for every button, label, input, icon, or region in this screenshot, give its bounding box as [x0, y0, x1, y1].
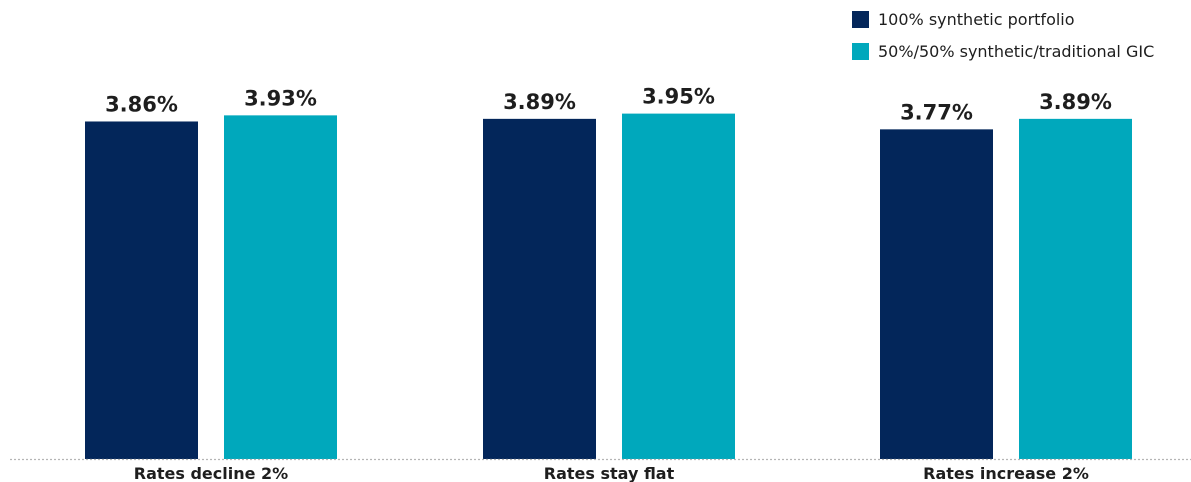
value-label-rates-increase-2-series-1: 3.77%	[900, 100, 973, 124]
legend-swatch-series-2	[852, 43, 869, 60]
category-labels: Rates decline 2% Rates stay flat Rates inc…	[134, 464, 1089, 482]
legend-label-series-1: 100% synthetic portfolio	[878, 10, 1075, 29]
legend-swatch-series-1	[852, 11, 869, 28]
bar-rates-increase-2-series-2	[1019, 118, 1132, 459]
legend-label-series-2: 50%/50% synthetic/traditional GIC	[878, 42, 1154, 61]
category-label-rates-decline-2: Rates decline 2%	[134, 464, 288, 482]
bar-rates-decline-2-series-1	[85, 121, 198, 460]
value-label-rates-stay-flat-series-1: 3.89%	[503, 90, 576, 114]
value-label-rates-stay-flat-series-2: 3.95%	[642, 85, 715, 109]
value-label-rates-decline-2-series-2: 3.93%	[244, 86, 317, 110]
bar-rates-stay-flat-series-2	[622, 113, 735, 459]
legend: 100% synthetic portfolio 50%/50% syntheti…	[852, 10, 1154, 61]
bars	[85, 113, 1132, 460]
bar-rates-increase-2-series-1	[880, 129, 993, 460]
bar-rates-decline-2-series-2	[224, 115, 337, 459]
bar-rates-stay-flat-series-1	[483, 118, 596, 459]
category-label-rates-stay-flat: Rates stay flat	[544, 464, 675, 482]
category-label-rates-increase-2: Rates increase 2%	[923, 464, 1089, 482]
value-label-rates-decline-2-series-1: 3.86%	[105, 92, 178, 116]
value-label-rates-increase-2-series-2: 3.89%	[1039, 90, 1112, 114]
value-labels: 3.86% 3.93% 3.89% 3.95% 3.77% 3.89%	[105, 85, 1112, 125]
